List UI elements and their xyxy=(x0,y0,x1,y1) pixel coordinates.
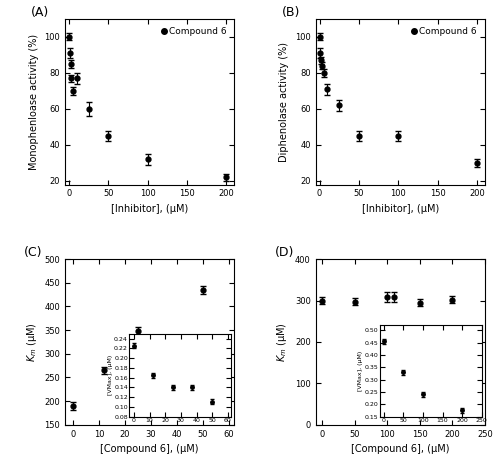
X-axis label: [Inhibitor], (μM): [Inhibitor], (μM) xyxy=(111,204,188,214)
Y-axis label: Diphenolase activity (%): Diphenolase activity (%) xyxy=(280,42,289,162)
Text: (C): (C) xyxy=(24,246,43,259)
X-axis label: [Compound 6], (μM): [Compound 6], (μM) xyxy=(100,444,199,454)
X-axis label: [Compound 6], (μM): [Compound 6], (μM) xyxy=(351,444,450,454)
Y-axis label: $K_{m}$ (μM): $K_{m}$ (μM) xyxy=(276,322,289,362)
Legend: Compound 6: Compound 6 xyxy=(158,24,230,40)
Y-axis label: Monophenloase activity (%): Monophenloase activity (%) xyxy=(29,34,39,170)
Legend: Compound 6: Compound 6 xyxy=(408,24,480,40)
X-axis label: [Inhibitor], (μM): [Inhibitor], (μM) xyxy=(362,204,439,214)
Text: (A): (A) xyxy=(31,6,50,18)
Text: (B): (B) xyxy=(282,6,300,18)
Y-axis label: $K_{m}$ (μM): $K_{m}$ (μM) xyxy=(24,322,38,362)
Text: (D): (D) xyxy=(275,246,294,259)
